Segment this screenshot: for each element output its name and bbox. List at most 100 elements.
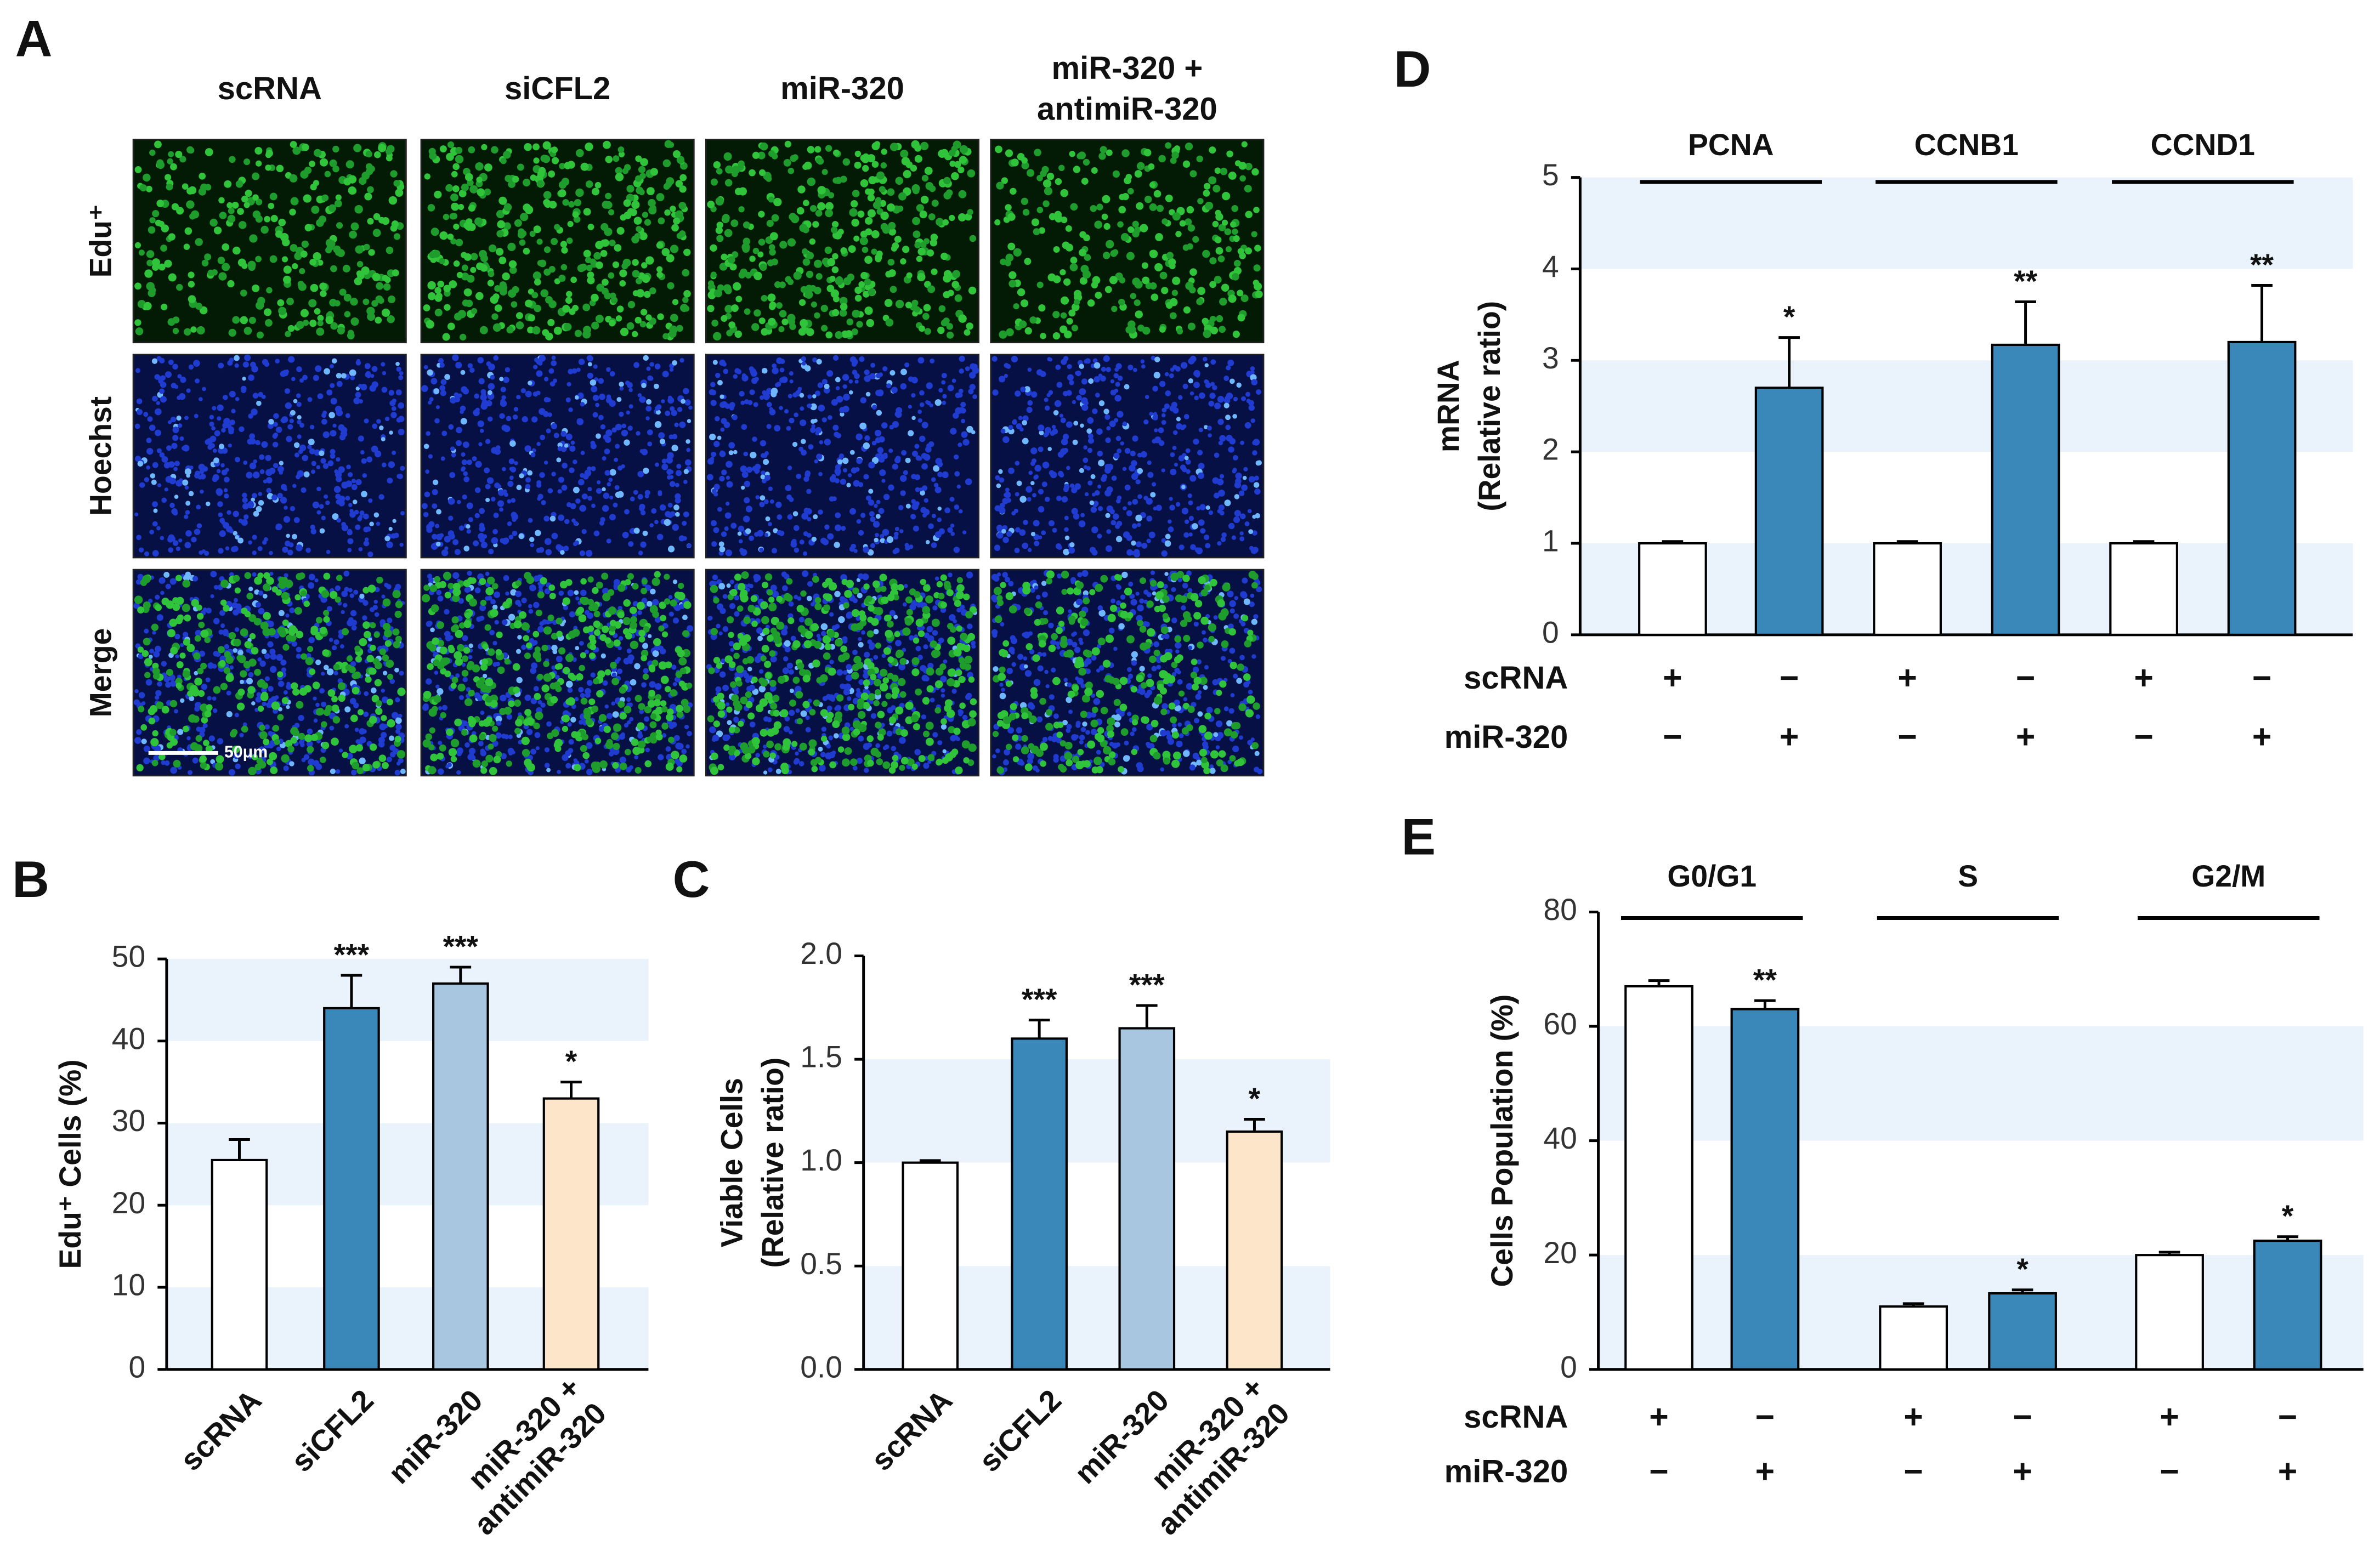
edu-cell [784,140,791,148]
edu-cell [285,740,293,748]
nucleus [341,373,347,379]
nucleus [376,419,381,424]
edu-cell [1005,204,1012,211]
edu-cell [839,309,847,317]
edu-cell [296,701,304,709]
edu-cell [664,573,670,580]
edu-cell [281,754,290,763]
nucleus [448,424,454,430]
nucleus [384,416,390,422]
column-label-line: siCFL2 [505,71,610,106]
nucleus [473,409,480,416]
nucleus [1136,541,1142,548]
nucleus [854,379,859,384]
edu-cell [1175,231,1182,237]
edu-cell [1017,288,1025,297]
nucleus [312,501,320,509]
nucleus [493,355,499,361]
nucleus [468,517,473,522]
edu-cell [534,304,542,313]
edu-cell [1239,175,1246,182]
edu-cell [538,167,546,174]
nucleus [184,485,189,490]
nucleus [1233,516,1240,524]
nucleus [348,503,353,508]
nucleus [644,716,650,722]
edu-cell [1024,327,1032,335]
nucleus [1251,379,1258,385]
edu-cell [566,237,573,244]
nucleus [1244,422,1251,429]
nucleus [285,541,291,547]
edu-cell [1022,208,1030,216]
nucleus [143,757,150,764]
nucleus [134,512,139,516]
nucleus [303,471,310,478]
nucleus [584,469,592,477]
nucleus [1228,522,1235,530]
edu-cell [454,313,462,321]
micrograph [705,354,980,559]
edu-cell [570,276,577,283]
nucleus [480,542,488,549]
edu-cell [1209,257,1217,265]
nucleus [579,504,587,512]
nucleus [659,504,666,511]
edu-cell [840,303,848,311]
nucleus [760,453,766,458]
nucleus [664,519,671,526]
nucleus [807,517,812,521]
nucleus [302,374,308,380]
nucleus [268,419,274,425]
row-label: Hoechst [83,396,117,516]
nucleus [661,463,668,470]
edu-cell [519,239,526,246]
nucleus [438,741,443,746]
nucleus [931,477,936,482]
edu-cell [842,158,851,166]
nucleus [570,503,576,509]
edu-cell [1021,197,1028,205]
edu-cell [368,667,376,675]
nucleus [995,475,1000,480]
nucleus [496,720,502,726]
nucleus [258,607,265,615]
edu-cell [1196,155,1203,162]
nucleus [168,420,172,424]
nucleus [133,602,140,609]
nucleus [784,409,789,414]
nucleus [168,359,174,365]
edu-cell [615,315,622,322]
edu-cell [142,575,151,583]
edu-cell [427,281,436,290]
nucleus [1060,417,1066,423]
edu-cell [134,319,141,326]
edu-cell [943,274,951,283]
edu-cell [769,248,776,256]
edu-cell [355,245,364,254]
edu-cell [1217,255,1225,263]
nucleus [462,441,469,448]
edu-cell [1197,287,1205,295]
nucleus [999,477,1005,483]
edu-cell [228,632,236,640]
nucleus [252,572,257,577]
nucleus [395,361,400,366]
nucleus [596,480,601,485]
edu-cell [887,258,895,266]
edu-cell [864,255,872,264]
nucleus [687,731,692,736]
nucleus [554,674,560,680]
nucleus [326,606,333,612]
edu-cell [568,672,575,680]
nucleus [626,720,631,725]
nucleus [1006,498,1011,503]
nucleus [524,445,531,452]
nucleus [521,598,527,604]
nucleus [1122,467,1127,471]
nucleus [233,648,237,653]
nucleus [349,698,356,705]
edu-cell [301,653,308,660]
edu-cell [186,644,195,652]
edu-cell [146,282,155,291]
